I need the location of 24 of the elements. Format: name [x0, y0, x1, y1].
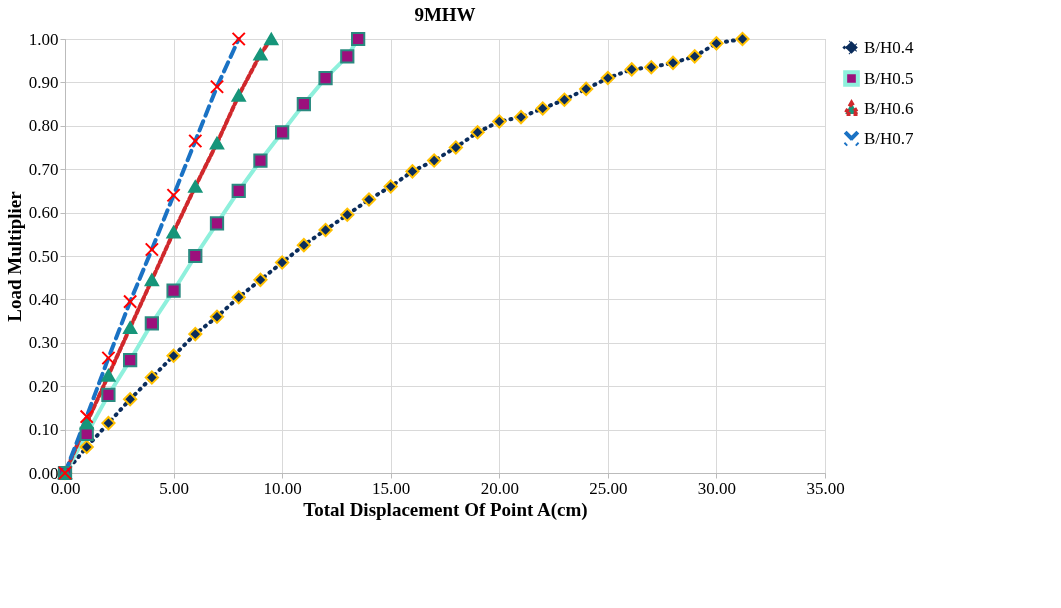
y-tick-label: 0.40 [28, 289, 59, 309]
y-tick-label: 1.00 [28, 29, 59, 49]
x-tick-label: 30.00 [697, 478, 737, 498]
x-tick-label: 25.00 [589, 478, 628, 498]
y-tick-label: 0.90 [28, 72, 59, 92]
x-tick-label: 20.00 [480, 478, 519, 498]
y-tick-label: 0.10 [28, 420, 59, 440]
chart-title: 9MHW [414, 3, 476, 25]
y-tick-label: 0.70 [28, 159, 59, 179]
x-tick-label: 35.00 [806, 478, 845, 498]
legend-label: B/H0.7 [864, 128, 915, 148]
y-tick-label: 0.80 [28, 116, 59, 136]
x-axis-title: Total Displacement Of Point A(cm) [303, 498, 588, 521]
y-axis-title: Load Multiplier [3, 190, 25, 322]
legend-label: B/H0.4 [864, 37, 915, 57]
legend-label: B/H0.6 [864, 98, 914, 118]
x-tick-label: 10.00 [263, 478, 302, 498]
x-tick-label: 5.00 [159, 478, 189, 498]
y-tick-label: 0.20 [28, 376, 59, 396]
x-tick-label: 15.00 [372, 478, 411, 498]
y-tick-label: 0.50 [28, 246, 59, 266]
y-tick-label: 0.60 [28, 203, 59, 223]
y-tick-label: 0.30 [28, 333, 59, 353]
legend-label: B/H0.5 [864, 68, 914, 88]
